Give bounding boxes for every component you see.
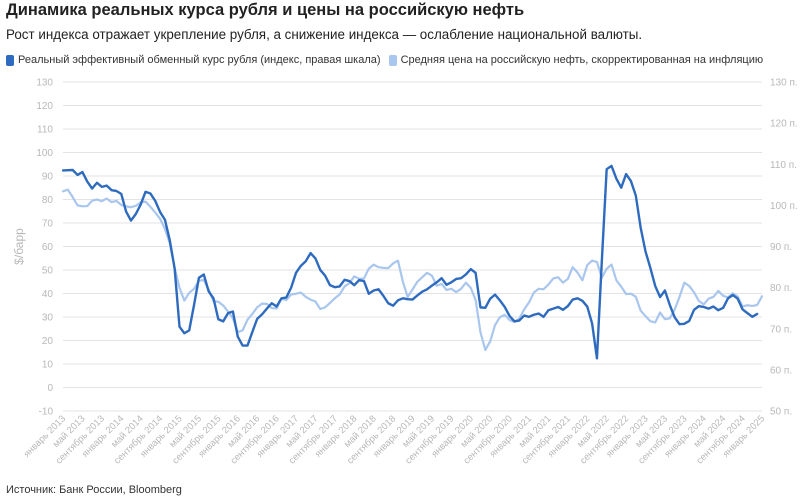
y-tick-left: 130 bbox=[36, 78, 53, 89]
y-tick-left: 120 bbox=[36, 101, 53, 112]
y-tick-left: 110 bbox=[37, 125, 53, 136]
y-tick-left: 80 bbox=[42, 195, 54, 206]
chart-title: Динамика реальных курса рубля и цены на … bbox=[6, 1, 525, 19]
y-tick-right: 110 п. bbox=[770, 160, 797, 171]
y-tick-right: 90 п. bbox=[770, 242, 792, 253]
y-tick-right: 120 п. bbox=[770, 119, 798, 130]
legend-label-oil: Средняя цена на российскую нефть, скорре… bbox=[400, 54, 764, 66]
y-tick-right: 130 п. bbox=[770, 78, 798, 89]
chart-subtitle: Рост индекса отражает укрепление рубля, … bbox=[6, 27, 643, 42]
y-tick-left: 0 bbox=[47, 383, 53, 394]
y-axis-label: $/барр bbox=[12, 228, 26, 265]
y-tick-left: 100 bbox=[36, 148, 53, 159]
source-note: Источник: Банк России, Bloomberg bbox=[6, 484, 182, 496]
y-tick-left: 60 bbox=[42, 242, 54, 253]
y-tick-right: 100 п. bbox=[770, 201, 798, 212]
y-tick-left: 20 bbox=[42, 336, 54, 347]
y-tick-right: 70 п. bbox=[770, 324, 792, 335]
y-tick-left: 50 bbox=[42, 266, 54, 277]
series-line-rub bbox=[61, 164, 759, 360]
legend-item-oil[interactable]: Средняя цена на российскую нефть, скорре… bbox=[388, 54, 764, 66]
y-tick-right: 60 п. bbox=[770, 365, 792, 376]
chart-legend: Реальный эффективный обменный курс рубля… bbox=[6, 54, 771, 66]
legend-item-rub[interactable]: Реальный эффективный обменный курс рубля… bbox=[6, 54, 381, 66]
legend-swatch-oil bbox=[388, 54, 397, 66]
y-tick-left: 10 bbox=[42, 360, 54, 371]
y-tick-left: 30 bbox=[42, 313, 54, 324]
y-tick-left: 70 bbox=[42, 219, 54, 230]
y-tick-left: -10 bbox=[39, 407, 54, 418]
series-line-oil bbox=[61, 188, 764, 351]
y-tick-right: 80 п. bbox=[770, 283, 792, 294]
y-tick-left: 90 bbox=[42, 172, 54, 183]
legend-label-rub: Реальный эффективный обменный курс рубля… bbox=[18, 54, 381, 66]
y-tick-right: 50 п. bbox=[770, 407, 792, 418]
y-tick-left: 40 bbox=[42, 289, 54, 300]
legend-swatch-rub bbox=[6, 54, 14, 66]
